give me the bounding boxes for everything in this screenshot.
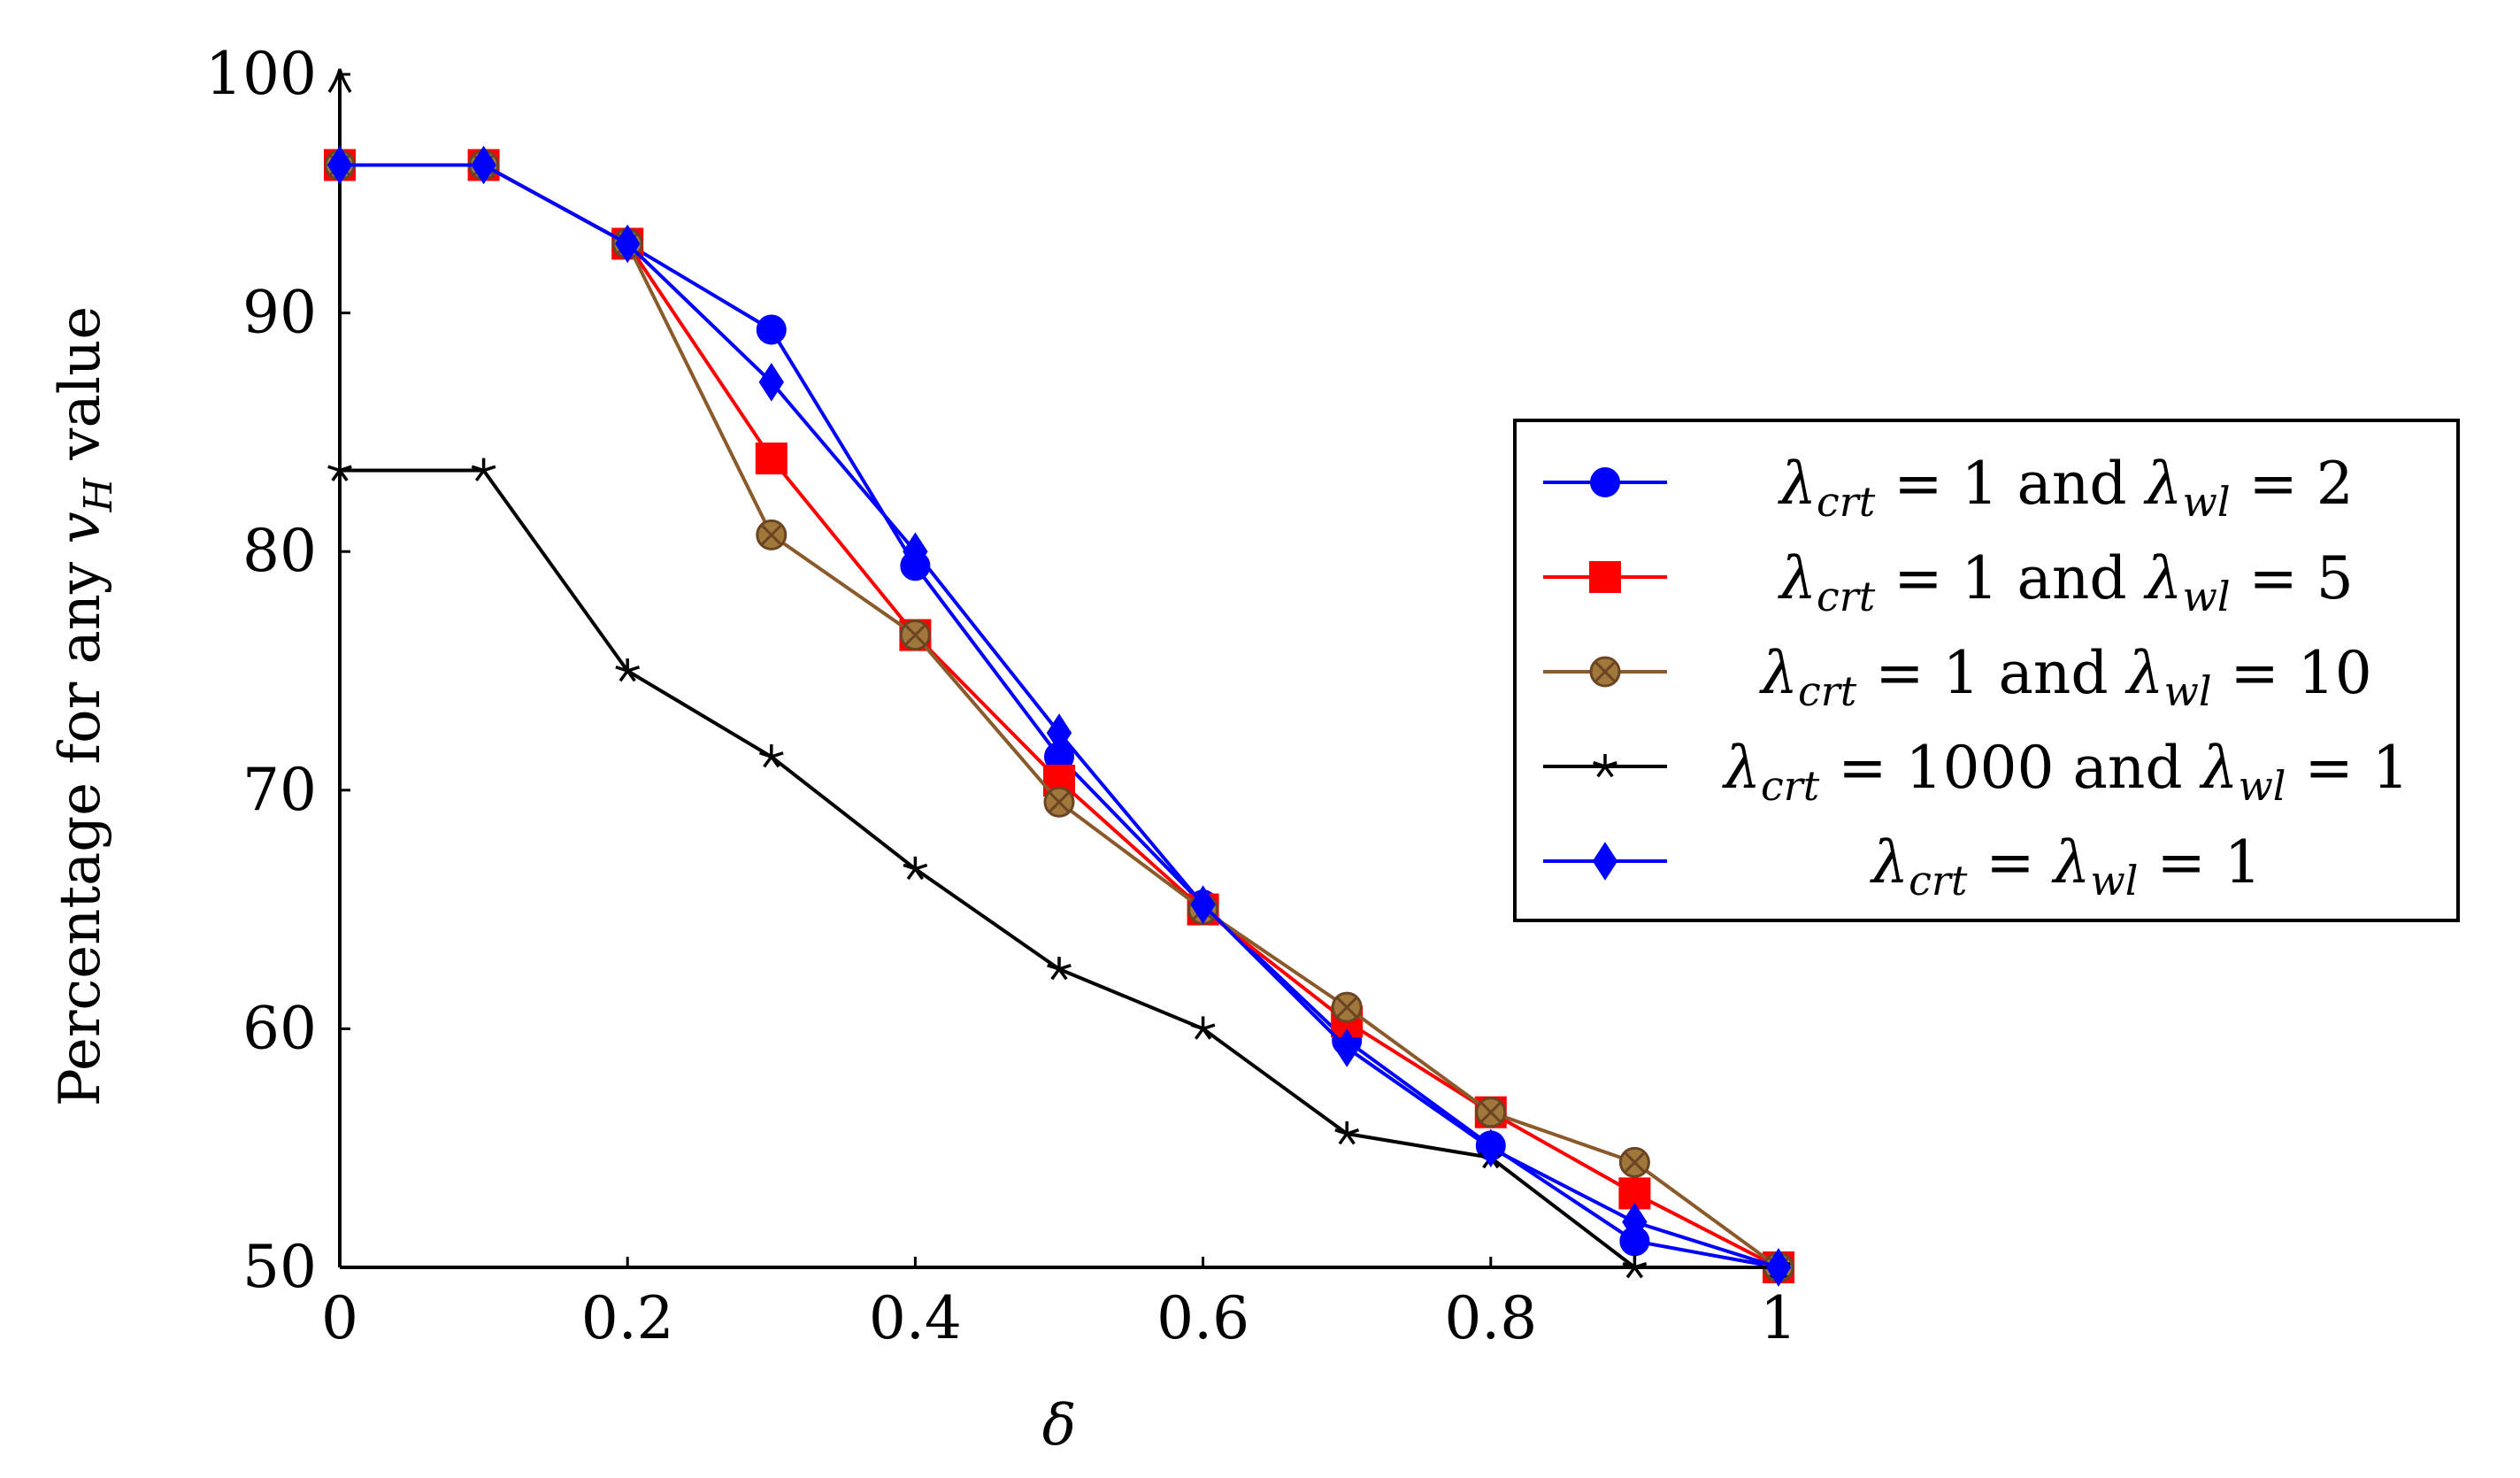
y-tick-label: 90: [242, 279, 317, 347]
legend-entry: λcrt = 1000 and λwl = 1: [1543, 734, 2409, 810]
data-point-diamond: [327, 145, 353, 185]
y-tick-label: 60: [242, 994, 317, 1062]
legend-label: λcrt = 1 and λwl = 2: [1777, 450, 2354, 526]
data-point-diamond: [615, 224, 641, 264]
data-point-otimes: [1331, 991, 1363, 1023]
data-point-otimes: [1475, 1097, 1507, 1128]
x-tick-label: 0.6: [1156, 1284, 1249, 1352]
data-point-star: [1334, 1121, 1360, 1145]
legend-entry: λcrt = 1 and λwl = 10: [1543, 639, 2372, 715]
data-point-square: [755, 443, 788, 475]
legend-entry: λcrt = 1 and λwl = 2: [1543, 450, 2354, 526]
legend-label: λcrt = 1 and λwl = 5: [1777, 544, 2354, 620]
legend-label: λcrt = 1 and λwl = 10: [1758, 639, 2372, 715]
data-point-star: [1593, 754, 1617, 778]
data-point-star: [903, 856, 928, 881]
data-point-star: [758, 744, 784, 768]
data-point-diamond: [1478, 1128, 1503, 1168]
data-point-circle: [756, 314, 787, 345]
data-point-diamond: [758, 362, 784, 402]
legend-label: λcrt = λwl = 1: [1869, 828, 2262, 905]
x-tick-label: 0.4: [869, 1284, 962, 1352]
legend-entry: λcrt = 1 and λwl = 5: [1543, 544, 2354, 620]
legend: λcrt = 1 and λwl = 2 λcrt = 1 and λwl = 5…: [1513, 419, 2460, 922]
y-tick-label: 50: [242, 1233, 317, 1301]
y-tick-label: 70: [242, 756, 317, 824]
data-point-star: [1190, 1016, 1216, 1040]
y-tick-label: 100: [205, 40, 317, 108]
legend-entry: λcrt = λwl = 1: [1543, 828, 2262, 905]
data-point-diamond: [1190, 885, 1216, 925]
x-tick-label: 0.2: [581, 1284, 674, 1352]
series-5: [327, 145, 1792, 1287]
x-tick-label: 0.8: [1444, 1284, 1537, 1352]
data-point-star: [1047, 957, 1072, 981]
data-point-diamond: [1765, 1248, 1792, 1287]
data-point-diamond: [1334, 1028, 1360, 1067]
data-point-diamond: [903, 532, 928, 572]
legend-box: [1513, 419, 2460, 922]
y-axis-label: Percentage for any vH value: [48, 306, 121, 1106]
data-point-circle: [1590, 467, 1620, 497]
axes: 0 0.2 0.4 0.6 0.8 1 50 60 70 80 90 100 δ Percentage f…: [48, 40, 1797, 1459]
data-point-diamond: [1046, 713, 1072, 752]
x-axis-label: δ: [1042, 1393, 1077, 1459]
data-point-diamond: [1592, 842, 1618, 881]
x-tick-label: 0: [321, 1284, 358, 1352]
data-point-square: [1589, 561, 1621, 593]
data-point-otimes: [756, 519, 788, 550]
data-point-star: [327, 458, 352, 481]
y-tick-label: 80: [242, 517, 317, 585]
legend-label: λcrt = 1000 and λwl = 1: [1721, 734, 2409, 810]
data-point-otimes: [1618, 1146, 1650, 1178]
data-point-otimes: [899, 620, 931, 651]
data-point-star: [615, 658, 641, 682]
data-point-otimes: [1589, 656, 1621, 688]
x-tick-label: 1: [1760, 1284, 1797, 1352]
data-point-diamond: [1622, 1202, 1648, 1242]
data-point-diamond: [471, 145, 496, 185]
data-point-star: [1622, 1255, 1648, 1279]
y-axis-arrow: [327, 68, 352, 93]
data-point-star: [471, 458, 496, 481]
data-point-otimes: [1043, 786, 1075, 818]
series-layer: [324, 145, 1794, 1287]
